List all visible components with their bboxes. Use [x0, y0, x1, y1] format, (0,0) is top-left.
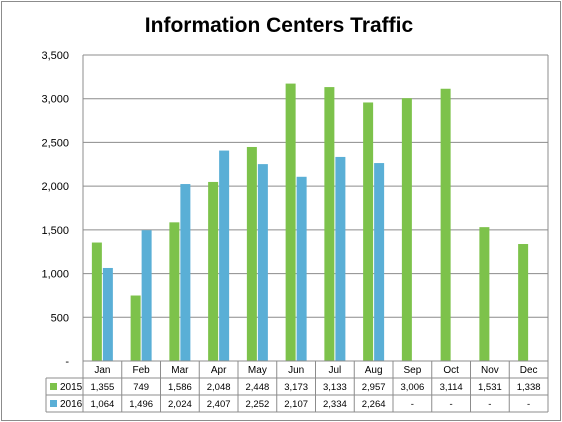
legend-key-2015: [50, 383, 57, 390]
data-label-2016: 2,407: [207, 399, 231, 410]
data-label-2015: 1,338: [517, 382, 541, 393]
x-tick-label: Mar: [171, 365, 189, 376]
y-tick-label: 2,500: [41, 137, 69, 149]
bar-2016-may: [257, 164, 268, 361]
data-label-2016: 2,264: [362, 399, 386, 410]
data-label-2015: 749: [133, 382, 149, 393]
bar-2016-jul: [335, 156, 346, 361]
bar-2015-apr: [208, 181, 219, 361]
bar-2016-feb: [141, 230, 152, 361]
bar-2015-may: [246, 146, 257, 361]
bar-2015-aug: [363, 102, 374, 361]
data-label-2016: -: [488, 399, 491, 410]
data-label-2016: 1,064: [90, 399, 114, 410]
bar-2015-jan: [91, 242, 102, 361]
bar-2016-jan: [102, 267, 113, 361]
bar-2015-oct: [440, 88, 451, 361]
bar-2015-jul: [324, 87, 335, 361]
bar-2015-mar: [169, 222, 180, 361]
data-label-2015: 3,133: [323, 382, 347, 393]
bar-2015-nov: [479, 227, 490, 361]
x-tick-label: Jul: [328, 365, 341, 376]
data-label-2016: 2,334: [323, 399, 347, 410]
data-label-2015: 3,114: [440, 382, 463, 393]
x-tick-label: Sep: [403, 365, 421, 376]
data-label-2016: 2,107: [284, 399, 308, 410]
x-tick-label: Oct: [443, 365, 459, 376]
chart-title: Information Centers Traffic: [144, 14, 414, 37]
data-label-2016: 1,496: [129, 399, 153, 410]
y-tick-label: 500: [51, 312, 69, 324]
bar-2015-dec: [518, 244, 529, 361]
y-tick-label: 2,000: [41, 181, 69, 193]
y-tick-label: 1,500: [41, 225, 69, 237]
x-tick-label: Feb: [133, 365, 151, 376]
data-label-2016: 2,024: [168, 399, 192, 410]
data-label-2015: 1,586: [168, 382, 192, 393]
data-label-2016: -: [527, 399, 530, 410]
data-label-2015: 1,355: [90, 382, 114, 393]
bar-2016-jun: [296, 176, 307, 361]
legend-key-2016: [50, 400, 57, 407]
x-tick-label: Jan: [94, 365, 110, 376]
x-tick-label: Nov: [481, 365, 499, 376]
data-label-2015: 2,048: [207, 382, 231, 393]
y-tick-label: 1,000: [41, 269, 69, 281]
legend-label-2016: 2016: [60, 399, 83, 410]
x-tick-label: Dec: [520, 365, 538, 376]
bar-2015-jun: [285, 83, 296, 361]
legend-label-2015: 2015: [60, 382, 83, 393]
x-tick-label: Jun: [288, 365, 304, 376]
x-tick-label: Apr: [211, 365, 227, 376]
data-label-2015: 3,173: [284, 382, 308, 393]
data-label-2015: 2,957: [362, 382, 386, 393]
bar-2016-apr: [219, 150, 230, 361]
bar-2016-mar: [180, 184, 191, 361]
y-tick-label: -: [65, 356, 69, 368]
data-label-2016: -: [411, 399, 414, 410]
data-label-2015: 1,531: [478, 382, 502, 393]
data-label-2015: 3,006: [400, 382, 424, 393]
bar-2015-feb: [130, 295, 141, 361]
data-label-2016: 2,252: [245, 399, 269, 410]
x-tick-label: May: [248, 365, 267, 376]
y-tick-label: 3,000: [41, 94, 69, 106]
y-tick-label: 3,500: [41, 50, 69, 62]
bar-2016-aug: [374, 163, 385, 361]
data-label-2015: 2,448: [245, 382, 269, 393]
x-tick-label: Aug: [365, 365, 383, 376]
bar-2015-sep: [401, 98, 412, 362]
data-label-2016: -: [450, 399, 453, 410]
